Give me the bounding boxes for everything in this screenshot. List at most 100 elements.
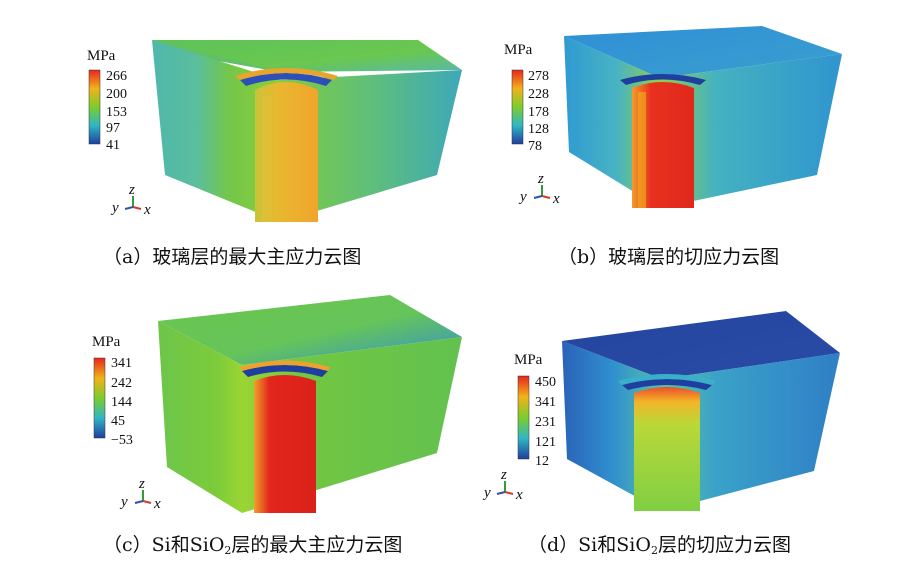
panel-a-legend-unit: MPa — [87, 48, 116, 64]
panel-d-caption: （d）Si和SiO2层的切应力云图 — [528, 530, 791, 557]
panel-c-left-face — [158, 321, 242, 513]
panel-a-top-face — [152, 40, 462, 72]
panel-a-legend-tick: 266 — [106, 69, 127, 84]
panel-c-axis-z-label: z — [138, 476, 145, 492]
panel-c-hole — [254, 375, 316, 513]
panel-c-axis-y-line — [134, 500, 144, 504]
panel-a-left-face — [152, 40, 280, 222]
panel-b-top-face — [564, 26, 842, 78]
panel-d-hole-edge — [622, 379, 712, 390]
panel-b-axis-y-label: y — [518, 189, 527, 205]
panel-c-legend-tick: 144 — [111, 395, 132, 410]
panel-d-legend-unit: MPa — [514, 352, 543, 368]
panel-b-legend-tick: 228 — [528, 87, 549, 102]
panel-c-axis-triad: z x y — [119, 476, 161, 512]
panel-d-legend-tick: 450 — [535, 375, 556, 390]
panel-d-right-face — [662, 353, 840, 511]
panel-d-axis-y-line — [496, 491, 506, 495]
panel-c-top-face — [158, 295, 462, 365]
panel-c-block — [158, 295, 462, 513]
panel-a-axis-z-label: z — [128, 182, 135, 198]
panel-d-axis-x-line — [504, 491, 514, 495]
panel-d-top-face — [562, 311, 840, 379]
panel-a-axis-x-label: x — [143, 202, 151, 218]
panel-a-legend-tick: 97 — [106, 121, 120, 136]
panel-b-block — [564, 26, 842, 208]
panel-c: MPa 341 242 144 45 −53 z x y （c）Si和SiO2层… — [0, 281, 462, 562]
panel-d-caption-prefix: （d）Si和SiO — [528, 534, 651, 556]
panel-b-figure: MPa 278 228 178 128 78 z x y — [504, 26, 842, 208]
panel-a-legend-tick: 41 — [106, 138, 120, 153]
panel-b-legend: MPa 278 228 178 128 78 — [504, 42, 549, 154]
panel-c-caption-suffix: 层的最大主应力云图 — [231, 534, 403, 556]
panel-c-legend-tick: 45 — [111, 414, 125, 429]
panel-b-axis-x-label: x — [552, 191, 560, 207]
panel-c-caption: （c）Si和SiO2层的最大主应力云图 — [103, 530, 402, 557]
panel-c-caption-subscript: 2 — [224, 544, 232, 557]
panel-c-legend-unit: MPa — [92, 334, 121, 350]
panel-a-axis-x-line — [132, 206, 142, 210]
panel-b-hole — [632, 82, 694, 208]
panel-b-axis-y-line — [533, 195, 543, 199]
panel-d-legend-tick: 121 — [535, 435, 556, 450]
panel-c-axis-y-label: y — [119, 494, 128, 510]
panel-a-block — [152, 40, 462, 222]
panel-b-legend-tick: 178 — [528, 105, 549, 120]
panel-a-legend-tick: 153 — [106, 105, 127, 120]
panel-d-hole-ring — [618, 374, 716, 385]
panel-d-axis-triad: z x y — [482, 467, 523, 503]
panel-b-legend-unit: MPa — [504, 42, 533, 58]
panel-a-top-face-front — [152, 40, 280, 72]
panel-b-legend-tick: 78 — [528, 139, 542, 154]
panel-a-legend-bar — [88, 69, 101, 145]
panel-a-legend: MPa 266 200 153 97 41 — [87, 48, 127, 153]
panel-d-figure: MPa 450 341 231 121 12 z x y — [482, 311, 840, 511]
panel-a-caption: （a）玻璃层的最大主应力云图 — [103, 246, 362, 268]
panel-b-caption: （b）玻璃层的切应力云图 — [558, 246, 780, 268]
panel-c-axis-x-line — [142, 500, 152, 504]
panel-c-caption-prefix: （c）Si和SiO — [103, 534, 225, 556]
panel-b-axis-z-label: z — [537, 171, 544, 187]
panel-d-hole — [634, 387, 700, 511]
panel-b: MPa 278 228 178 128 78 z x y （b）玻璃层的切应力云… — [462, 0, 924, 275]
panel-c-axis-x-label: x — [153, 496, 161, 512]
panel-c-legend-tick: 242 — [111, 376, 132, 391]
panel-d-legend-bar — [517, 375, 530, 460]
panel-c-legend: MPa 341 242 144 45 −53 — [92, 334, 133, 448]
panel-a-legend-tick: 200 — [106, 87, 127, 102]
panel-c-hole-ring — [240, 360, 330, 371]
panel-b-hole-glow — [638, 92, 646, 208]
panel-d-legend-tick: 12 — [535, 454, 549, 469]
panel-c-hole-edge — [242, 365, 328, 377]
panel-c-legend-bar — [93, 357, 106, 439]
panel-a-figure: MPa 266 200 153 97 41 z x y — [87, 40, 462, 222]
panel-b-legend-tick: 128 — [528, 122, 549, 137]
panel-d-caption-suffix: 层的切应力云图 — [657, 534, 791, 556]
panel-d-legend-tick: 341 — [535, 395, 556, 410]
panel-b-right-face — [660, 54, 842, 208]
panel-a-hole-ring — [235, 68, 338, 80]
panel-d-block — [562, 311, 840, 511]
panel-a-axis-y-line — [124, 206, 134, 210]
panel-b-legend-bar — [511, 69, 524, 145]
panel-a-hole-edge — [240, 73, 332, 86]
panel-b-axis-triad: z x y — [518, 171, 560, 207]
panel-a: MPa 266 200 153 97 41 z x y （a）玻璃层的最大主应力… — [0, 0, 462, 275]
panel-d-legend: MPa 450 341 231 121 12 — [514, 352, 556, 469]
panel-d-legend-tick: 231 — [535, 415, 556, 430]
panel-a-hole-shadow — [262, 96, 272, 222]
panel-c-legend-tick: −53 — [111, 433, 133, 448]
panel-d-axis-x-label: x — [515, 487, 523, 503]
panel-c-figure: MPa 341 242 144 45 −53 z x y — [92, 295, 462, 513]
panel-d: MPa 450 341 231 121 12 z x y （d）Si和SiO2层… — [462, 281, 924, 562]
panel-b-hole-edge — [620, 74, 706, 85]
panel-d-axis-z-label: z — [500, 467, 507, 483]
panel-d-axis-y-label: y — [482, 485, 491, 501]
panel-c-legend-tick: 341 — [111, 356, 132, 371]
panel-a-right-face — [280, 70, 462, 222]
panel-b-axis-x-line — [541, 195, 551, 199]
panel-d-caption-subscript: 2 — [650, 544, 658, 557]
panel-a-axis-y-label: y — [110, 200, 119, 216]
panel-a-axis-triad: z x y — [110, 182, 151, 218]
panel-b-legend-tick: 278 — [528, 69, 549, 84]
